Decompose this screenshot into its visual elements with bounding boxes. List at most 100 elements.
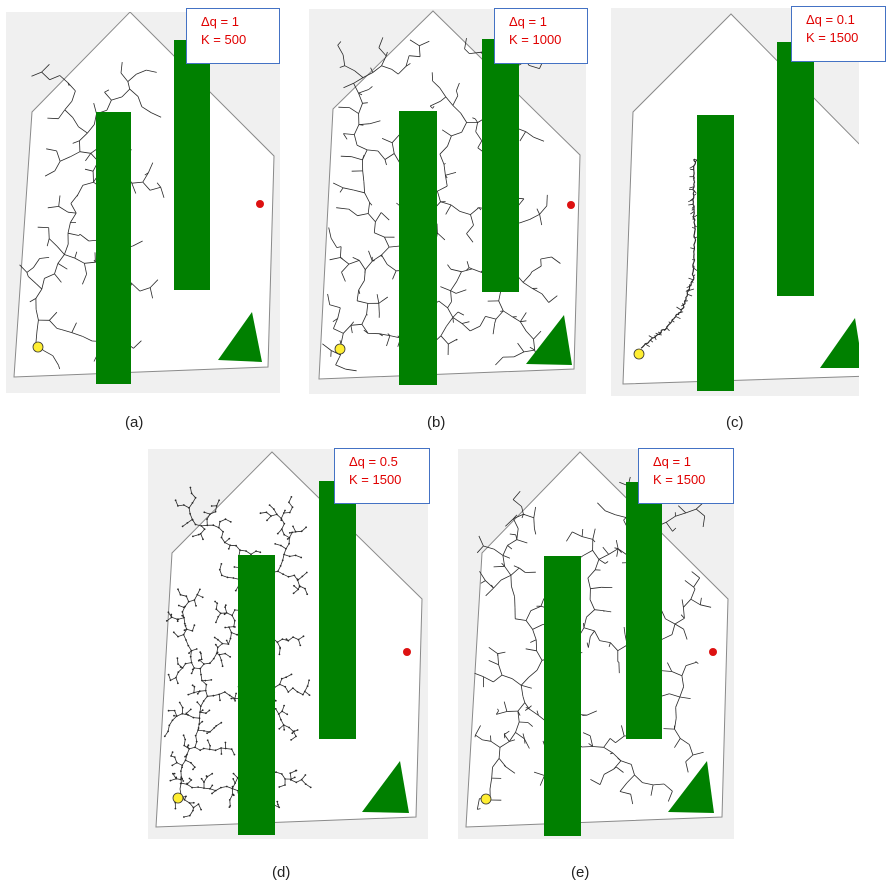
tree-edge (655, 332, 659, 335)
tree-node (191, 519, 194, 521)
tree-edge (209, 749, 216, 751)
tree-edge (35, 330, 38, 343)
tree-edge (533, 517, 535, 529)
tree-edge (501, 562, 505, 567)
tree-edge (616, 548, 619, 557)
tree-node (291, 732, 294, 735)
start-node (633, 348, 645, 360)
tree-edge (183, 815, 190, 818)
tree-edge (219, 569, 223, 576)
tree-edge (688, 277, 694, 281)
tree-edge (156, 182, 162, 188)
tree-edge (687, 293, 693, 297)
tree-edge (617, 548, 628, 556)
tree-edge (441, 129, 452, 137)
tree-edge (235, 545, 241, 551)
tree-edge (127, 73, 137, 82)
tree-edge (191, 493, 196, 499)
tree-edge (495, 356, 504, 366)
tree-edge (688, 203, 693, 206)
tree-edge (209, 788, 216, 791)
tree-edge (120, 62, 123, 74)
tree-edge (691, 274, 694, 277)
tree-node (302, 635, 305, 638)
tree-edge (190, 656, 192, 663)
tree-edge (541, 293, 550, 303)
tree-edge (285, 543, 290, 550)
tree-edge (281, 710, 288, 715)
tree-edge (693, 219, 696, 223)
tree-node (186, 782, 188, 785)
tree-edge (587, 577, 591, 589)
tree-edge (681, 675, 684, 687)
tree-edge (515, 618, 527, 621)
tree-node (199, 651, 202, 653)
tree-edge (532, 624, 543, 630)
tree-edge (288, 575, 295, 578)
tree-edge (510, 575, 512, 587)
tree-node (181, 614, 184, 617)
tree-edge (510, 567, 520, 576)
tree-edge (336, 207, 348, 210)
tree-edge (49, 75, 60, 81)
tree-edge (446, 317, 454, 327)
tree-node (293, 584, 295, 587)
tree-node (259, 551, 262, 554)
tree-edge (149, 186, 161, 191)
tree-edge (181, 782, 188, 785)
tree-edge (500, 310, 504, 312)
tree-edge (674, 728, 681, 739)
tree-edge (131, 183, 137, 194)
tree-edge (194, 667, 201, 669)
tree-edge (604, 510, 616, 516)
tree-edge (513, 351, 525, 358)
tree-edge (589, 735, 594, 747)
tree-edge (209, 658, 215, 664)
tree-edge (468, 267, 473, 270)
tree-edge (621, 725, 625, 737)
tree-edge (440, 201, 452, 206)
tree-node (177, 682, 179, 685)
tree-edge (71, 90, 76, 102)
tree-edge (374, 232, 385, 238)
tree-edge (503, 701, 508, 712)
tree-edge (476, 545, 484, 554)
tree-node (201, 596, 204, 599)
tree-edge (354, 70, 364, 78)
tree-edge (304, 685, 308, 692)
tree-edge (475, 131, 483, 142)
tree-edge (492, 323, 496, 335)
tree-edge (630, 794, 634, 805)
tree-edge (626, 774, 635, 784)
tree-node (197, 659, 200, 662)
tree-node (196, 701, 199, 704)
tree-edge (172, 715, 178, 721)
rrt-diagram-d (155, 451, 423, 835)
tree-edge (683, 598, 692, 608)
tree-edge (546, 194, 548, 206)
tree-node (215, 621, 217, 624)
tree-edge (691, 208, 695, 211)
tree-edge (332, 318, 338, 323)
tree-edge (503, 734, 510, 742)
tree-edge (525, 131, 535, 138)
tree-edge (269, 504, 275, 510)
tree-edge (337, 307, 341, 319)
tree-edge (296, 779, 302, 783)
tree-edge (185, 759, 192, 764)
tree-edge (672, 527, 677, 532)
tree-edge (533, 339, 536, 351)
tree-edge (340, 257, 343, 259)
tree-node (292, 525, 294, 528)
tree-node (212, 524, 215, 527)
tree-edge (675, 512, 687, 517)
tree-edge (661, 328, 664, 331)
tree-node (181, 766, 183, 769)
tree-edge (277, 642, 281, 648)
tree-edge (93, 259, 96, 263)
tree-edge (362, 102, 368, 104)
tree-edge (518, 128, 526, 132)
tree-node (171, 751, 174, 753)
tree-edge (288, 687, 294, 693)
tree-edge (231, 749, 235, 755)
